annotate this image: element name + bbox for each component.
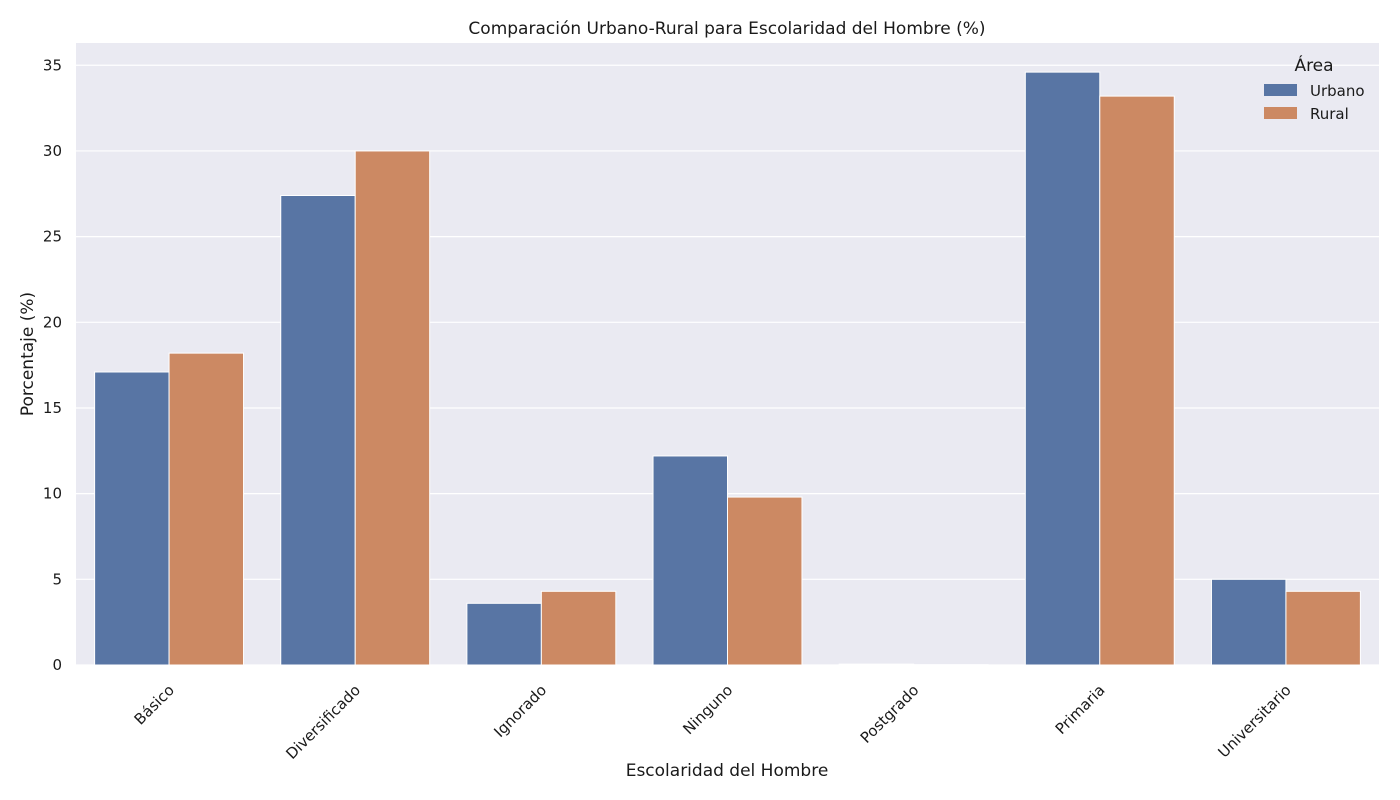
legend-title: Área (1294, 54, 1333, 76)
y-tick-label: 30 (43, 142, 62, 160)
y-tick-label: 20 (43, 313, 62, 331)
legend-label-urbano: Urbano (1310, 82, 1365, 100)
bar-urbano-3 (652, 455, 728, 666)
bar-urbano-2 (466, 602, 542, 666)
bar-rural-3 (727, 496, 803, 666)
bar-urbano-5 (1024, 71, 1101, 666)
bar-rural-5 (1099, 95, 1175, 666)
bar-urbano-4 (838, 663, 915, 666)
y-tick-labels: 0 5 10 15 20 25 30 35 (43, 56, 62, 674)
x-tick-label: Ignorado (490, 681, 550, 741)
bar-urbano-6 (1210, 578, 1287, 666)
bar-rural-0 (168, 352, 245, 666)
chart-title: Comparación Urbano-Rural para Escolarida… (468, 19, 985, 39)
y-tick-label: 5 (52, 570, 62, 588)
y-tick-label: 35 (43, 56, 62, 74)
bar-urbano-1 (280, 195, 356, 666)
y-tick-label: 10 (43, 485, 62, 503)
legend-swatch-rural (1264, 107, 1297, 119)
x-tick-label: Diversificado (282, 681, 364, 763)
x-tick-labels: Básico Diversificado Ignorado Ninguno Postgr… (131, 681, 1295, 763)
x-tick-label: Universitario (1215, 681, 1295, 761)
x-axis-label: Escolaridad del Hombre (626, 761, 829, 781)
y-tick-label: 15 (43, 399, 62, 417)
x-tick-label: Primaria (1052, 681, 1109, 738)
y-tick-label: 25 (43, 228, 62, 246)
y-axis-label: Porcentaje (%) (18, 292, 38, 416)
x-tick-label: Ninguno (679, 681, 736, 738)
bar-urbano-0 (94, 371, 170, 666)
x-tick-label: Básico (131, 681, 178, 728)
bar-rural-1 (354, 150, 431, 666)
bar-rural-2 (540, 590, 617, 666)
legend: Área Urbano Rural (1264, 54, 1365, 123)
legend-swatch-urbano (1264, 84, 1297, 96)
y-tick-label: 0 (52, 656, 62, 674)
legend-label-rural: Rural (1310, 105, 1349, 123)
x-tick-label: Postgrado (857, 681, 923, 747)
bars (94, 71, 1361, 666)
bar-rural-6 (1285, 590, 1361, 666)
